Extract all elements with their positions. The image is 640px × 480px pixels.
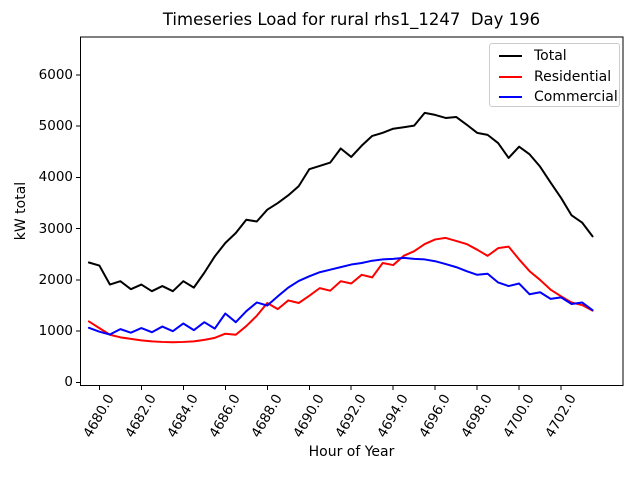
y-tick-label: 1000 bbox=[38, 323, 73, 340]
legend-item-commercial: Commercial bbox=[499, 87, 619, 107]
y-tick-label: 4000 bbox=[38, 169, 73, 186]
y-tick-label: 0 bbox=[64, 374, 73, 391]
series-line-commercial bbox=[87, 256, 594, 336]
legend: Total Residential Commercial bbox=[489, 43, 620, 107]
legend-label-total: Total bbox=[534, 48, 567, 65]
axes-frame bbox=[80, 36, 624, 386]
legend-swatch-commercial bbox=[499, 95, 522, 98]
series-line-residential bbox=[87, 236, 594, 344]
legend-swatch-total bbox=[499, 55, 522, 58]
x-axis-label: Hour of Year bbox=[308, 444, 395, 460]
legend-label-residential: Residential bbox=[534, 68, 612, 85]
legend-label-commercial: Commercial bbox=[534, 88, 618, 105]
legend-swatch-residential bbox=[499, 75, 522, 78]
chart-title: Timeseries Load for rural rhs1_1247 Day … bbox=[162, 10, 541, 29]
series-line-total bbox=[87, 111, 594, 293]
y-tick-label: 6000 bbox=[38, 66, 73, 83]
legend-item-total: Total bbox=[499, 46, 619, 66]
y-axis-label: kW total bbox=[13, 181, 29, 241]
y-tick-label: 2000 bbox=[38, 271, 73, 288]
legend-item-residential: Residential bbox=[499, 66, 619, 86]
y-tick-label: 3000 bbox=[38, 220, 73, 237]
y-tick-label: 5000 bbox=[38, 118, 73, 135]
